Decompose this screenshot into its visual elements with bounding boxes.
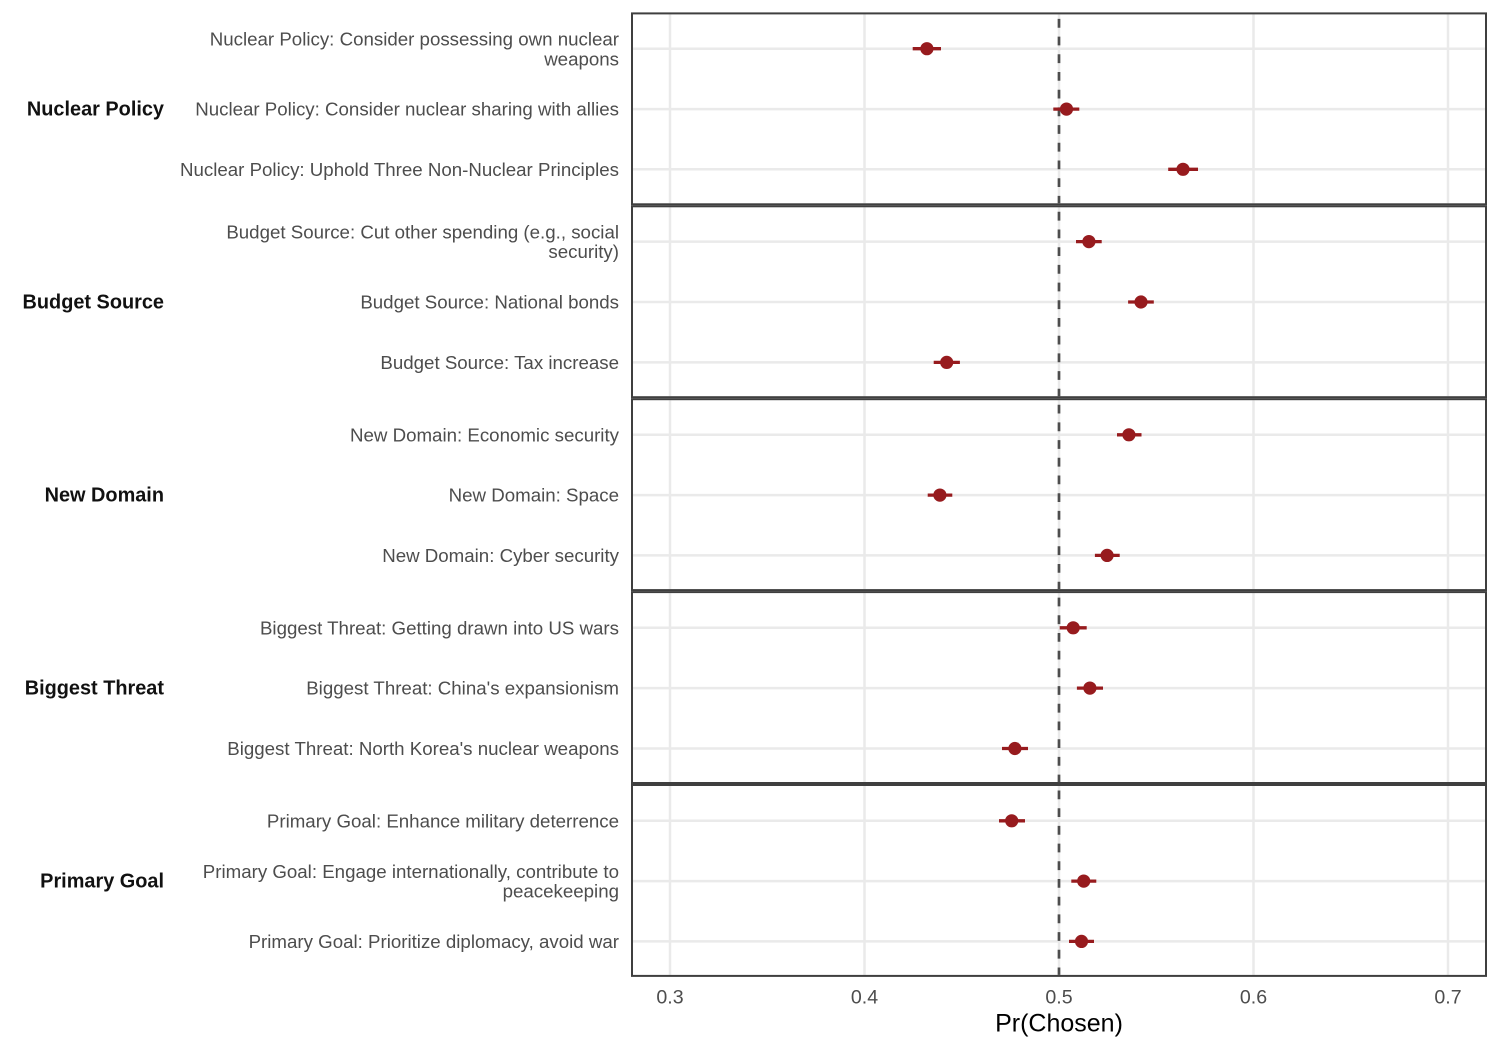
- svg-text:Nuclear Policy: Consider posse: Nuclear Policy: Consider possessing own …: [210, 29, 619, 50]
- svg-text:Budget Source: National bonds: Budget Source: National bonds: [360, 292, 619, 313]
- svg-text:Biggest Threat: China's expans: Biggest Threat: China's expansionism: [306, 678, 619, 699]
- svg-text:Biggest Threat: North Korea's: Biggest Threat: North Korea's nuclear we…: [227, 738, 619, 759]
- svg-text:Pr(Chosen): Pr(Chosen): [995, 1010, 1123, 1038]
- svg-text:Nuclear Policy: Consider nucle: Nuclear Policy: Consider nuclear sharing…: [195, 99, 619, 120]
- svg-text:Biggest Threat: Getting drawn: Biggest Threat: Getting drawn into US wa…: [260, 617, 619, 638]
- svg-text:New Domain: Space: New Domain: Space: [449, 485, 619, 506]
- svg-text:0.7: 0.7: [1434, 987, 1461, 1009]
- svg-text:weapons: weapons: [543, 48, 619, 69]
- svg-text:0.4: 0.4: [851, 987, 878, 1009]
- svg-text:Biggest Threat: Biggest Threat: [25, 677, 165, 699]
- svg-text:Nuclear Policy: Nuclear Policy: [27, 98, 164, 120]
- svg-text:security): security): [548, 241, 619, 262]
- svg-text:Primary Goal: Enhance military: Primary Goal: Enhance military deterrenc…: [267, 810, 619, 831]
- svg-text:Primary Goal: Engage internati: Primary Goal: Engage internationally, co…: [203, 861, 619, 882]
- svg-text:Budget Source: Tax increase: Budget Source: Tax increase: [380, 352, 619, 373]
- svg-text:Primary Goal: Prioritize diplo: Primary Goal: Prioritize diplomacy, avoi…: [249, 931, 619, 952]
- svg-text:Budget Source: Budget Source: [23, 291, 164, 313]
- svg-text:Primary Goal: Primary Goal: [40, 870, 164, 892]
- svg-text:New Domain: Economic security: New Domain: Economic security: [350, 424, 620, 445]
- svg-text:0.3: 0.3: [656, 987, 683, 1009]
- svg-text:New Domain: Cyber security: New Domain: Cyber security: [382, 545, 619, 566]
- svg-text:peacekeeping: peacekeeping: [503, 881, 619, 902]
- svg-text:0.5: 0.5: [1045, 987, 1072, 1009]
- svg-text:0.6: 0.6: [1240, 987, 1267, 1009]
- svg-text:Budget Source: Cut other spend: Budget Source: Cut other spending (e.g.,…: [226, 222, 619, 243]
- svg-text:New Domain: New Domain: [45, 484, 164, 506]
- svg-text:Nuclear Policy: Uphold Three N: Nuclear Policy: Uphold Three Non-Nuclear…: [180, 159, 619, 180]
